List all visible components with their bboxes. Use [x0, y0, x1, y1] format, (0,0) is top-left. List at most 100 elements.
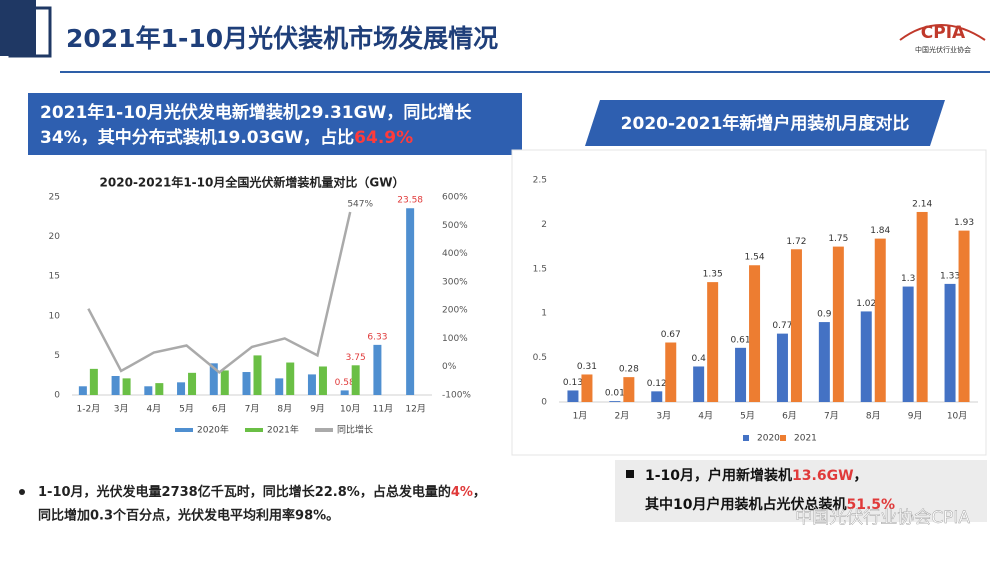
- data-label: 0.77: [772, 321, 792, 331]
- bar: [749, 265, 761, 402]
- x-tick-label: 5月: [179, 404, 194, 415]
- x-tick-label: 8月: [866, 411, 881, 422]
- y-tick-label: 1: [541, 309, 547, 319]
- bar: [155, 383, 164, 395]
- note-text: 其中10月户用装机占光伏总装机: [645, 496, 846, 513]
- x-tick-label: 3月: [114, 404, 129, 415]
- x-tick-label: 6月: [782, 411, 797, 422]
- corner-outline: [8, 6, 52, 58]
- x-tick-label: 4月: [146, 404, 161, 415]
- y2-tick-label: 300%: [442, 277, 468, 287]
- bar: [144, 386, 153, 395]
- note-highlight: 13.6GW: [792, 468, 853, 484]
- data-label: 1.33: [940, 271, 960, 281]
- y2-tick-label: 200%: [442, 306, 468, 316]
- bar: [860, 311, 872, 402]
- x-tick-label: 1月: [573, 411, 588, 422]
- legend-label: 2021: [794, 434, 817, 444]
- data-label: 0.58: [335, 378, 355, 388]
- bar: [818, 322, 830, 402]
- logo: CPIA: [921, 23, 966, 43]
- legend-marker: [743, 435, 749, 441]
- y-tick-label: 0.5: [533, 353, 547, 363]
- bar: [253, 355, 262, 395]
- data-label: 1.93: [954, 218, 974, 228]
- right-banner: [585, 100, 945, 146]
- bar: [916, 211, 928, 402]
- x-tick-label: 10月: [947, 411, 967, 422]
- data-label: 0.61: [731, 335, 751, 345]
- y-tick-label: 10: [49, 311, 61, 321]
- x-tick-label: 7月: [245, 404, 260, 415]
- bar: [581, 374, 593, 402]
- bar: [651, 391, 663, 402]
- x-tick-label: 8月: [277, 404, 292, 415]
- note-text: ，: [854, 468, 868, 484]
- note-line: 同比增加0.3个百分点，光伏发电平均利用率98%。: [38, 508, 339, 524]
- data-label: 1.72: [786, 237, 806, 247]
- watermark: 中国光伏行业协会CPIA: [795, 508, 970, 528]
- y-tick-label: 2: [541, 220, 547, 230]
- data-label: 1.75: [828, 234, 848, 244]
- data-label: 0.4: [691, 354, 706, 364]
- y2-tick-label: 400%: [442, 249, 468, 259]
- data-label: 0.01: [605, 389, 625, 399]
- data-label: 1.02: [856, 299, 876, 309]
- y2-tick-label: 500%: [442, 221, 468, 231]
- data-label: 0.12: [647, 379, 667, 389]
- page-title: 2021年1-10月光伏装机市场发展情况: [66, 24, 498, 53]
- chart-title: 2020-2021年1-10月全国光伏新增装机量对比（GW）: [100, 175, 405, 190]
- data-label: 1.35: [703, 270, 723, 280]
- y-tick-label: 25: [49, 193, 60, 203]
- y-tick-label: 20: [49, 232, 61, 242]
- legend-label: 2021年: [267, 424, 299, 436]
- bar: [567, 390, 579, 402]
- y-tick-label: 2.5: [533, 176, 547, 186]
- bar: [665, 342, 677, 402]
- bar: [286, 362, 295, 395]
- data-label: 2.14: [912, 199, 932, 209]
- y-tick-label: 0: [541, 398, 547, 408]
- x-tick-label: 10月: [340, 404, 360, 415]
- data-label: 0.31: [577, 362, 597, 372]
- note-highlight: 51.5%: [846, 497, 895, 513]
- bar: [609, 401, 621, 402]
- bar: [958, 230, 970, 402]
- bar: [776, 333, 788, 402]
- legend-label: 同比增长: [337, 424, 373, 436]
- data-label: 0.28: [619, 365, 639, 375]
- x-tick-label: 7月: [824, 411, 839, 422]
- bar: [177, 382, 186, 395]
- bar: [373, 344, 382, 395]
- bar: [209, 363, 218, 395]
- y-tick-label: 0: [54, 391, 60, 401]
- x-tick-label: 11月: [373, 404, 393, 415]
- y2-tick-label: -100%: [442, 391, 471, 401]
- data-label: 1.3: [901, 274, 915, 284]
- y-tick-label: 5: [54, 351, 60, 361]
- note-text: 1-10月，光伏发电量2738亿千瓦时，同比增长22.8%，占总发电量的: [38, 484, 451, 500]
- bullet: [19, 489, 25, 495]
- bar: [242, 372, 251, 395]
- chart-card: [511, 149, 987, 456]
- y-tick-label: 15: [49, 272, 60, 282]
- data-label: 1.54: [745, 253, 765, 263]
- data-label: 547%: [347, 199, 373, 209]
- note-line: 其中10月户用装机占光伏总装机51.5%: [645, 496, 895, 513]
- line: [87, 211, 352, 374]
- bar: [707, 282, 719, 402]
- note-line: 1-10月，户用新增装机13.6GW，: [645, 467, 868, 484]
- note-box: [615, 460, 987, 522]
- bullet: [626, 470, 634, 478]
- bar: [188, 372, 197, 395]
- logo-arc: [899, 24, 986, 41]
- bar: [902, 286, 914, 402]
- bar: [832, 246, 844, 402]
- note-highlight: 4%: [451, 485, 473, 500]
- bar: [790, 249, 802, 402]
- logo-subtitle: 中国光伏行业协会: [915, 45, 971, 54]
- y2-tick-label: 600%: [442, 193, 468, 203]
- bar: [89, 368, 98, 395]
- bar: [406, 208, 415, 395]
